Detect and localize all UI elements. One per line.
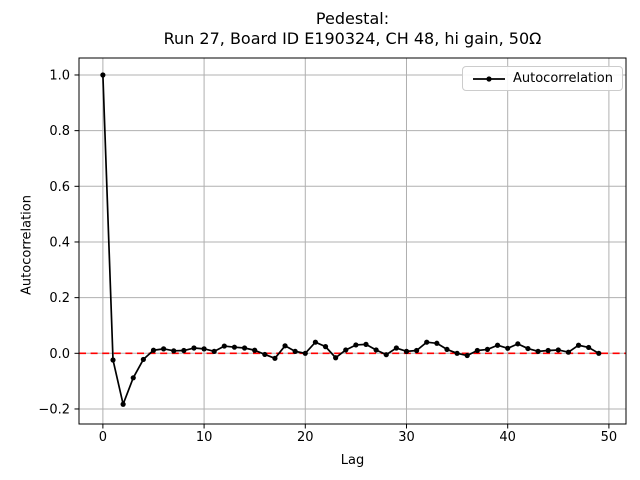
data-point-marker bbox=[221, 343, 227, 349]
data-point-marker bbox=[424, 339, 430, 345]
data-point-marker bbox=[201, 346, 207, 352]
data-point-marker bbox=[150, 347, 157, 353]
data-point-marker bbox=[292, 348, 298, 354]
data-point-marker bbox=[434, 340, 440, 346]
y-tick-label: −0.2 bbox=[38, 402, 70, 417]
data-point-marker bbox=[393, 345, 399, 351]
data-point-marker bbox=[343, 347, 349, 353]
data-point-marker bbox=[535, 348, 541, 354]
data-point-marker bbox=[353, 342, 359, 348]
data-point-marker bbox=[181, 347, 187, 354]
chart-title-line2: Run 27, Board ID E190324, CH 48, hi gain… bbox=[163, 28, 542, 48]
data-point-marker bbox=[555, 347, 561, 353]
data-point-marker bbox=[191, 345, 197, 351]
legend-line-sample bbox=[473, 75, 505, 82]
data-point-marker bbox=[414, 347, 420, 354]
y-tick-label: 0.6 bbox=[49, 180, 70, 195]
data-point-marker bbox=[171, 348, 177, 354]
data-point-marker bbox=[262, 351, 268, 358]
data-point-marker bbox=[515, 341, 521, 347]
legend: Autocorrelation bbox=[462, 66, 623, 91]
data-point-marker bbox=[312, 339, 319, 345]
data-point-marker bbox=[252, 347, 258, 353]
legend-label: Autocorrelation bbox=[513, 71, 613, 86]
x-tick-label: 20 bbox=[297, 430, 314, 445]
chart-title: Pedestal: Run 27, Board ID E190324, CH 48… bbox=[79, 9, 626, 48]
data-point-marker bbox=[474, 347, 480, 354]
y-tick-label: 0.2 bbox=[49, 291, 70, 306]
data-point-marker bbox=[110, 357, 116, 363]
y-tick-label: 1.0 bbox=[49, 68, 70, 83]
x-tick-label: 10 bbox=[196, 430, 213, 445]
data-point-marker bbox=[373, 347, 379, 353]
data-point-marker bbox=[596, 350, 602, 356]
x-tick-label: 0 bbox=[99, 430, 107, 445]
data-point-marker bbox=[322, 344, 329, 350]
data-point-marker bbox=[100, 72, 106, 78]
data-point-marker bbox=[383, 352, 389, 358]
data-point-marker bbox=[363, 341, 369, 347]
data-point-marker bbox=[484, 346, 491, 353]
x-tick-label: 30 bbox=[398, 430, 415, 445]
data-point-marker bbox=[130, 375, 136, 381]
autocorrelation-line bbox=[102, 74, 600, 406]
data-point-marker bbox=[505, 345, 511, 351]
data-point-marker bbox=[403, 348, 410, 354]
data-point-marker bbox=[140, 356, 146, 363]
legend-marker-icon bbox=[486, 75, 492, 82]
data-point-marker bbox=[272, 355, 278, 361]
x-axis-label: Lag bbox=[340, 453, 365, 468]
data-point-marker bbox=[120, 401, 126, 407]
data-point-marker bbox=[241, 345, 248, 351]
data-point-marker bbox=[586, 344, 592, 351]
data-point-marker bbox=[565, 349, 572, 355]
y-axis-label: Autocorrelation bbox=[19, 195, 35, 295]
data-point-marker bbox=[545, 347, 551, 354]
data-point-marker bbox=[333, 355, 339, 361]
x-tick-label: 50 bbox=[601, 430, 618, 445]
data-point-marker bbox=[231, 344, 238, 350]
x-tick-label: 40 bbox=[499, 430, 516, 445]
axes-box bbox=[78, 57, 627, 425]
data-point-marker bbox=[161, 346, 167, 352]
y-tick-label: 0.4 bbox=[49, 235, 70, 250]
data-point-marker bbox=[454, 350, 460, 356]
data-point-marker bbox=[302, 350, 308, 356]
chart-title-line1: Pedestal: bbox=[315, 9, 390, 28]
data-point-marker bbox=[444, 346, 450, 353]
y-tick-label: 0.0 bbox=[49, 347, 70, 362]
data-point-marker bbox=[525, 345, 531, 352]
data-point-marker bbox=[282, 343, 288, 349]
data-point-marker bbox=[494, 342, 501, 348]
y-tick-label: 0.8 bbox=[49, 124, 70, 139]
data-point-marker bbox=[211, 348, 217, 354]
data-point-marker bbox=[575, 342, 582, 348]
data-point-marker bbox=[464, 352, 470, 359]
